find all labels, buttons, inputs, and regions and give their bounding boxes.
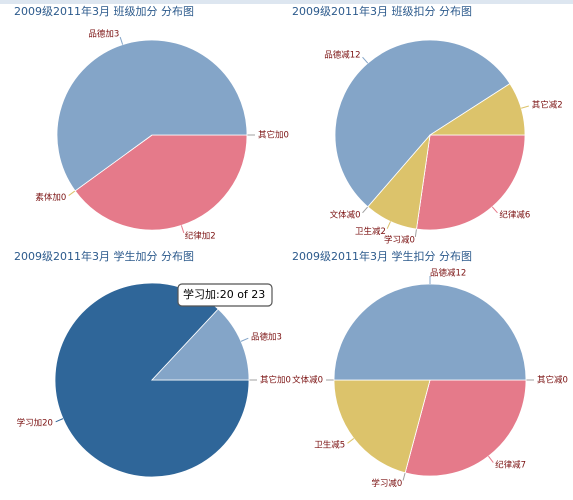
label-connector (55, 418, 64, 423)
label-connector (386, 221, 391, 229)
label-connector (521, 105, 529, 109)
label-connector (347, 438, 355, 444)
slice-label: 学习减0 (384, 234, 415, 245)
chart-title: 2009级2011年3月 学生扣分 分布图 (292, 249, 472, 263)
slice-label: 品德加3 (88, 29, 119, 40)
slice-label: 其它减0 (537, 375, 568, 386)
pie-slice (416, 134, 526, 231)
slice-label: 素体加0 (35, 192, 66, 203)
tooltip-box (177, 283, 273, 307)
pie-slice (334, 39, 511, 208)
slice-label: 品德加3 (251, 331, 282, 342)
label-connector (488, 455, 494, 463)
label-connector (402, 472, 406, 481)
pie-slice (54, 282, 250, 478)
slice-label: 学习加20 (17, 418, 53, 429)
slice-label: 其它减2 (532, 100, 563, 111)
slice-label: 学习减0 (371, 478, 402, 489)
chart-title: 2009级2011年3月 学生加分 分布图 (14, 249, 194, 263)
label-connector (180, 225, 185, 234)
pie-slice (333, 283, 527, 381)
slice-label: 其它加0 (258, 130, 289, 141)
slice-label: 卫生减5 (314, 440, 345, 451)
chart-title: 2009级2011年3月 班级加分 分布图 (14, 4, 194, 18)
slice-label: 纪律减6 (499, 210, 530, 221)
slice-label: 纪律加2 (185, 230, 216, 241)
slice-label: 其它加0 (260, 375, 291, 386)
label-connector (491, 206, 498, 214)
label-connector (414, 228, 417, 238)
label-connector (362, 206, 369, 214)
label-connector (119, 36, 124, 45)
label-connector (68, 190, 76, 196)
slice-label: 卫生减2 (355, 226, 386, 237)
chart-title: 2009级2011年3月 班级扣分 分布图 (292, 4, 472, 18)
slice-label: 文体减0 (330, 210, 361, 221)
slice-label: 品德减12 (324, 49, 360, 60)
label-connector (240, 337, 249, 342)
pie-slice (56, 39, 248, 192)
label-connector (362, 56, 369, 64)
slice-label: 品德减12 (430, 268, 466, 279)
slice-label: 文体减0 (292, 375, 323, 386)
top-strip (0, 0, 573, 4)
tooltip-text: 学习加:20 of 23 (183, 287, 265, 301)
slice-label: 纪律减7 (495, 459, 526, 470)
tooltip: 学习加:20 of 23 (177, 283, 273, 307)
pie-slice (428, 83, 526, 136)
